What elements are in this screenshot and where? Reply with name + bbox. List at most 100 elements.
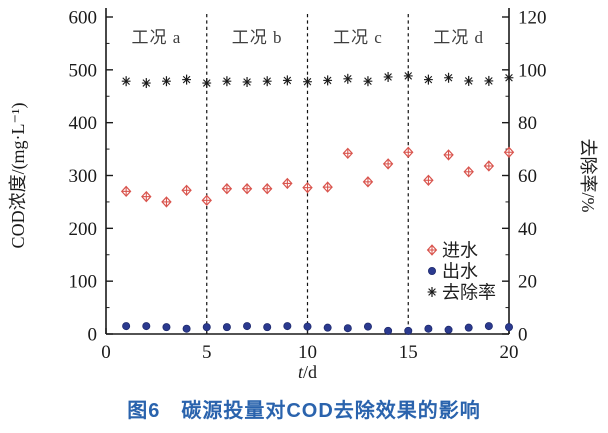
去除率-point [504, 72, 514, 83]
进水-point [342, 147, 354, 159]
region-label: 工况 a [131, 28, 181, 47]
region-labels: 工况 a 工况 b 工况 c 工况 d [131, 28, 484, 47]
left-tick-label: 600 [69, 8, 98, 29]
进水-point [221, 183, 233, 195]
series-去除率 [121, 70, 514, 89]
right-tick-label: 40 [518, 219, 537, 240]
去除率-point [464, 75, 474, 86]
去除率-point [202, 78, 212, 89]
进水-point [241, 183, 253, 195]
x-tick-label: 20 [500, 342, 519, 363]
去除率-point [262, 76, 272, 87]
去除率-point [444, 72, 453, 83]
x-tick-label: 5 [202, 342, 212, 363]
进水-point [302, 181, 313, 194]
去除率-point [121, 76, 131, 87]
right-tick-label: 20 [518, 272, 537, 293]
出水-point [464, 323, 473, 332]
left-axis-title: COD浓度/(mg·L⁻¹) [8, 103, 29, 249]
去除率-point [182, 74, 192, 85]
出水-point [505, 323, 513, 332]
去除率-point [363, 76, 373, 87]
出水-point [283, 322, 292, 331]
出水-point [222, 323, 231, 332]
figure-caption: 图6 碳源投量对COD去除效果的影响 [127, 400, 481, 422]
出水-point [182, 324, 191, 333]
出水-point [444, 325, 453, 334]
进水-point [161, 196, 172, 208]
去除率-point [383, 71, 393, 82]
right-tick-label: 60 [518, 166, 537, 187]
left-tick-label: 100 [69, 272, 98, 293]
出水-point [343, 324, 352, 333]
进水-point [322, 181, 333, 193]
legend-label-进水: 进水 [442, 241, 478, 261]
进水-point [403, 146, 414, 158]
进水-point [201, 194, 212, 207]
进水-point [483, 160, 495, 172]
出水-point [243, 322, 252, 331]
去除率-point [303, 76, 312, 87]
legend-label-出水: 出水 [442, 262, 478, 282]
进水-point [362, 176, 374, 188]
left-tick-label: 500 [69, 60, 98, 81]
region-dividers [206, 14, 409, 334]
去除率-point [403, 70, 413, 81]
进水-point [463, 166, 474, 178]
出水-point [303, 322, 312, 331]
进水-point [443, 149, 454, 161]
series-进水 [120, 146, 515, 208]
region-label: 工况 d [433, 28, 484, 47]
去除率-point [343, 73, 353, 84]
left-tick-label: 300 [69, 166, 98, 187]
出水-point [484, 322, 493, 331]
legend-marker-出水 [428, 267, 436, 275]
出水-point [142, 322, 151, 331]
x-tick-label: 10 [298, 342, 317, 363]
x-axis-title: t/d [298, 362, 317, 382]
进水-point [503, 146, 515, 158]
进水-point [261, 183, 273, 195]
x-tick-label: 15 [399, 342, 418, 363]
region-label: 工况 c [333, 28, 383, 47]
right-tick-label: 100 [518, 60, 547, 81]
出水-point [122, 322, 131, 331]
出水-point [263, 323, 272, 332]
进水-point [181, 184, 192, 196]
出水-point [363, 322, 372, 331]
进水-point [120, 185, 132, 198]
left-tick-label: 400 [69, 113, 98, 134]
去除率-point [162, 76, 171, 87]
x-tick-label: 0 [101, 342, 111, 363]
right-tick-label: 80 [518, 113, 537, 134]
出水-point [384, 326, 393, 335]
进水-point [141, 190, 152, 203]
去除率-point [323, 75, 333, 86]
去除率-point [141, 78, 151, 89]
出水-point [323, 323, 332, 332]
去除率-point [222, 76, 232, 87]
出水-point [162, 323, 171, 332]
出水-point [424, 324, 433, 333]
进水-point [382, 158, 394, 170]
出水-point [202, 323, 211, 332]
cod-removal-chart: 工况 a 工况 b 工况 c 工况 d010020030040050060002040… [8, 8, 598, 383]
去除率-point [423, 74, 433, 85]
legend-marker-去除率 [427, 287, 437, 297]
去除率-point [282, 75, 292, 86]
series-出水 [122, 322, 513, 335]
right-tick-label: 120 [518, 8, 547, 29]
legend-marker-进水 [426, 244, 438, 256]
legend-label-去除率: 去除率 [442, 283, 496, 303]
去除率-point [242, 76, 252, 87]
left-tick-label: 0 [88, 325, 98, 346]
进水-point [423, 174, 434, 186]
去除率-point [484, 75, 494, 86]
right-tick-label: 0 [518, 325, 528, 346]
region-label: 工况 b [232, 28, 283, 47]
right-axis-ticks: 0 20 40 60 80 100 120 [502, 8, 547, 346]
出水-point [404, 326, 413, 335]
left-axis-ticks: 0 100 200 300 400 500 600 [69, 8, 113, 346]
